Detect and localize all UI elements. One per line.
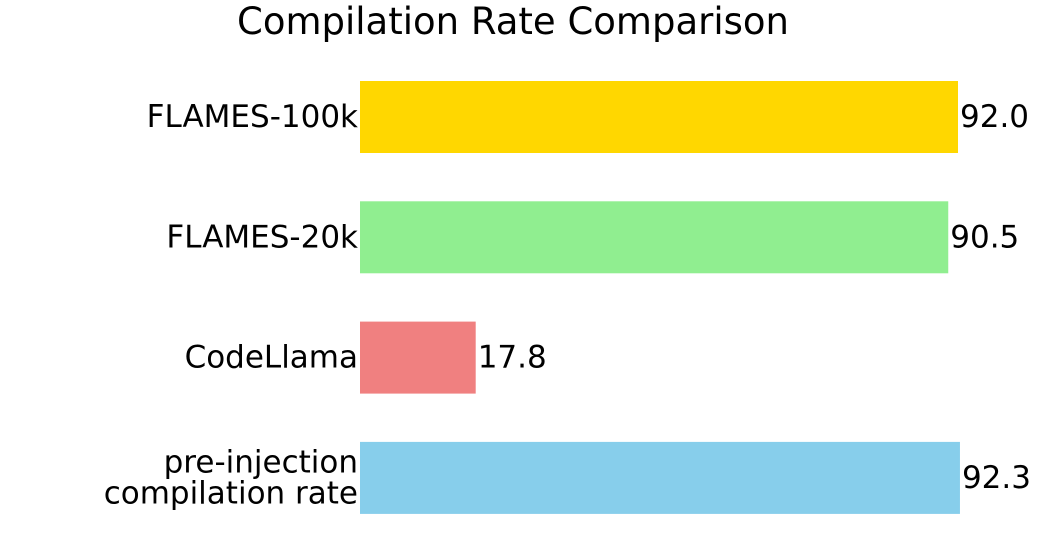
category-label: FLAMES-20k [166, 219, 358, 255]
bar [360, 441, 960, 514]
category-label: pre-injection [164, 444, 358, 480]
category-label: compilation rate [104, 475, 358, 511]
category-label: CodeLlama [185, 340, 358, 376]
bar-value-label: 17.8 [478, 340, 547, 376]
bar-value-label: 92.3 [962, 460, 1031, 496]
chart-title: Compilation Rate Comparison [236, 0, 789, 43]
bar [360, 321, 476, 394]
bar [360, 81, 958, 153]
plot-area: 92.0 FLAMES-100k 90.5 FLAMES-20k 17.8 CodeLla… [104, 81, 1031, 514]
bar-value-label: 92.0 [960, 99, 1029, 135]
category-label: FLAMES-100k [147, 99, 358, 135]
bar-value-label: 90.5 [950, 219, 1019, 255]
bar [360, 201, 949, 274]
